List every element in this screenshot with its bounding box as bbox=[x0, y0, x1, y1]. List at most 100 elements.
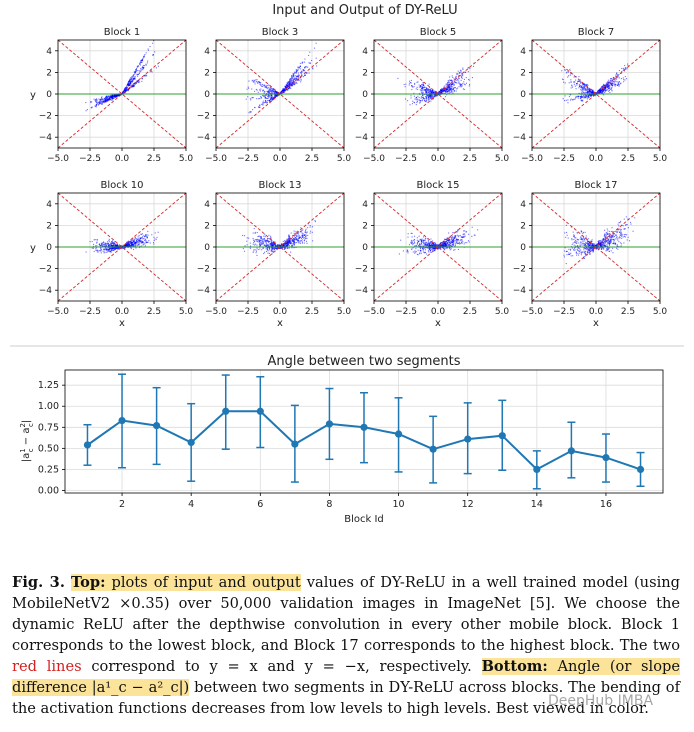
data-point bbox=[468, 241, 470, 243]
data-point bbox=[407, 252, 409, 254]
data-point bbox=[570, 94, 572, 96]
data-point bbox=[446, 247, 448, 249]
data-point bbox=[448, 86, 450, 88]
data-point bbox=[267, 87, 269, 89]
data-point bbox=[265, 241, 267, 243]
data-point bbox=[259, 245, 261, 247]
data-point bbox=[147, 49, 149, 51]
data-point bbox=[418, 99, 420, 101]
x-tick-label: −2.5 bbox=[79, 307, 101, 317]
data-point bbox=[410, 95, 412, 97]
data-point bbox=[428, 91, 430, 94]
x-tick-label: −2.5 bbox=[553, 154, 575, 164]
data-point bbox=[311, 226, 314, 228]
data-point bbox=[289, 79, 291, 81]
data-point bbox=[431, 90, 433, 92]
data-point bbox=[270, 92, 272, 94]
y-tick-label: 4 bbox=[520, 47, 526, 57]
data-point bbox=[613, 235, 615, 237]
data-point bbox=[607, 86, 609, 88]
data-point bbox=[293, 230, 295, 232]
data-point bbox=[409, 80, 411, 82]
data-point bbox=[447, 243, 449, 245]
data-point bbox=[429, 86, 431, 88]
data-point bbox=[279, 247, 281, 249]
data-point bbox=[430, 244, 432, 246]
data-point bbox=[90, 107, 92, 109]
data-point bbox=[456, 234, 458, 236]
data-point bbox=[287, 243, 289, 245]
data-point bbox=[427, 251, 429, 253]
data-point bbox=[450, 87, 452, 89]
data-point bbox=[141, 59, 143, 61]
data-point bbox=[269, 98, 271, 100]
data-point bbox=[578, 92, 580, 94]
data-point bbox=[462, 82, 464, 84]
data-point bbox=[302, 234, 304, 236]
data-point bbox=[586, 87, 588, 89]
data-point bbox=[606, 85, 608, 87]
data-point bbox=[132, 79, 134, 81]
data-point bbox=[424, 86, 426, 88]
data-point bbox=[425, 237, 427, 239]
data-point bbox=[623, 70, 625, 72]
data-point bbox=[600, 87, 602, 89]
data-point bbox=[105, 96, 107, 98]
data-point bbox=[299, 65, 301, 67]
data-point bbox=[91, 247, 93, 249]
data-point bbox=[412, 86, 414, 88]
data-point bbox=[602, 86, 604, 88]
data-point bbox=[291, 81, 293, 84]
data-point bbox=[446, 245, 448, 247]
data-point bbox=[141, 67, 143, 69]
data-point bbox=[428, 89, 430, 91]
data-point bbox=[607, 82, 609, 84]
data-point bbox=[461, 84, 463, 86]
data-point bbox=[573, 83, 575, 85]
data-point bbox=[301, 76, 303, 78]
data-point bbox=[288, 241, 290, 243]
data-point bbox=[424, 251, 426, 253]
data-point bbox=[284, 86, 287, 88]
data-point bbox=[286, 89, 288, 91]
x-tick-label: −2.5 bbox=[237, 154, 259, 164]
data-point bbox=[429, 95, 431, 97]
data-point bbox=[417, 249, 419, 251]
data-point bbox=[567, 76, 569, 78]
data-point bbox=[607, 83, 609, 85]
data-point bbox=[422, 240, 425, 242]
data-point bbox=[460, 236, 462, 238]
data-point bbox=[584, 96, 586, 98]
data-point bbox=[453, 232, 455, 234]
data-point bbox=[96, 249, 98, 251]
data-point bbox=[270, 88, 272, 90]
data-point bbox=[303, 239, 305, 241]
data-point bbox=[450, 89, 452, 91]
data-point bbox=[259, 241, 261, 243]
data-point bbox=[268, 99, 271, 102]
y-tick-label: 4 bbox=[362, 200, 368, 210]
data-point bbox=[609, 88, 611, 90]
data-point bbox=[287, 84, 290, 86]
x-tick-label: 5.0 bbox=[653, 154, 668, 164]
data-point bbox=[416, 239, 418, 241]
data-point bbox=[461, 242, 463, 245]
y-tick-label: −4 bbox=[355, 286, 369, 296]
data-point bbox=[587, 87, 590, 89]
data-point bbox=[116, 243, 118, 245]
data-point bbox=[264, 244, 266, 246]
data-point bbox=[271, 91, 273, 93]
data-point bbox=[294, 75, 296, 77]
data-point bbox=[95, 98, 98, 100]
data-point bbox=[602, 89, 604, 91]
data-point bbox=[422, 247, 424, 249]
data-point bbox=[101, 101, 103, 103]
data-point bbox=[113, 249, 115, 251]
data-point bbox=[587, 90, 589, 92]
data-point bbox=[453, 241, 455, 243]
data-point bbox=[266, 87, 268, 90]
data-point bbox=[450, 79, 452, 81]
data-point bbox=[135, 82, 137, 84]
data-point bbox=[412, 244, 414, 246]
data-point bbox=[451, 240, 454, 242]
